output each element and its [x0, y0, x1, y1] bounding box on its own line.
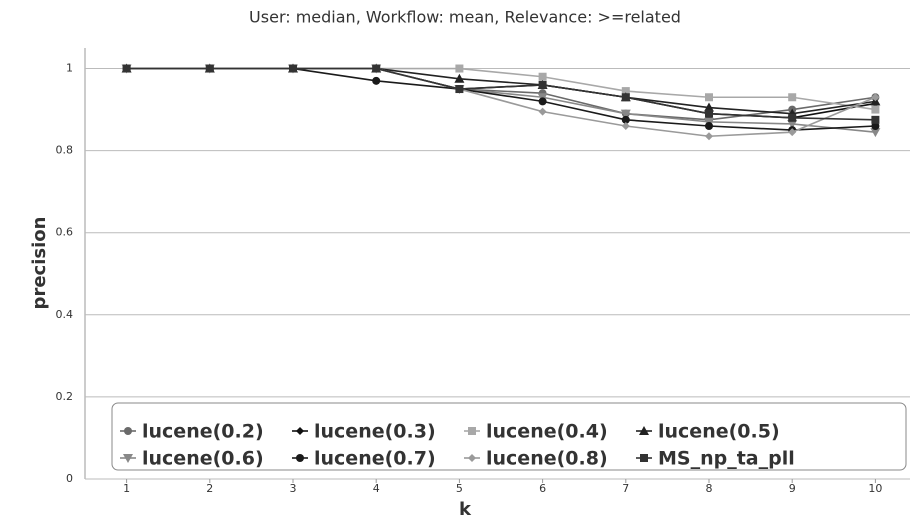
legend-marker — [639, 426, 649, 435]
legend-marker — [124, 427, 132, 435]
x-tick-label: 6 — [539, 482, 546, 495]
x-tick-label: 7 — [622, 482, 629, 495]
legend-label: lucene(0.4) — [486, 421, 608, 443]
y-tick-label: 0 — [66, 472, 73, 485]
legend-marker — [468, 427, 476, 435]
chart-title: User: median, Workflow: mean, Relevance:… — [249, 8, 681, 27]
marker — [787, 119, 798, 129]
marker — [871, 115, 880, 124]
x-tick-label: 1 — [123, 482, 130, 495]
legend-marker — [123, 454, 133, 463]
y-tick-label: 1 — [66, 62, 73, 75]
x-tick-label: 3 — [290, 482, 297, 495]
marker — [871, 93, 880, 102]
y-tick-label: 0.4 — [56, 308, 74, 321]
y-tick-label: 0.2 — [56, 390, 74, 403]
marker — [871, 121, 880, 130]
marker — [705, 121, 713, 130]
series-line — [126, 67, 876, 138]
marker — [788, 93, 797, 102]
legend-label: lucene(0.3) — [314, 421, 436, 443]
legend-label: lucene(0.6) — [142, 448, 264, 470]
marker — [621, 121, 630, 130]
marker — [455, 85, 464, 94]
marker — [538, 97, 547, 106]
y-tick-label: 0.6 — [56, 226, 74, 239]
x-tick-label: 5 — [456, 482, 463, 495]
legend-box — [111, 402, 907, 471]
series-line — [126, 67, 876, 121]
marker — [788, 113, 797, 122]
series-line — [126, 67, 876, 131]
legend-marker — [296, 427, 304, 435]
marker — [705, 109, 713, 118]
marker — [621, 87, 630, 96]
legend-marker — [468, 454, 476, 462]
marker — [538, 72, 547, 81]
marker — [205, 64, 214, 73]
y-axis-label: precision — [29, 217, 50, 310]
legend-label: lucene(0.8) — [486, 448, 608, 470]
legend-label: lucene(0.5) — [658, 421, 780, 443]
marker — [870, 128, 881, 138]
marker — [455, 64, 464, 73]
x-tick-label: 10 — [868, 482, 882, 495]
marker — [705, 132, 713, 141]
marker — [621, 115, 630, 124]
marker — [788, 128, 797, 137]
marker — [289, 64, 297, 73]
x-tick-label: 9 — [789, 482, 796, 495]
marker — [705, 93, 713, 102]
x-tick-label: 8 — [706, 482, 713, 495]
x-tick-label: 4 — [373, 482, 380, 495]
series-line — [126, 67, 876, 111]
legend-marker — [640, 454, 648, 462]
legend-label: lucene(0.2) — [142, 421, 264, 443]
marker — [538, 80, 547, 89]
marker — [454, 73, 465, 83]
x-tick-label: 2 — [206, 482, 213, 495]
marker — [704, 102, 714, 112]
marker — [620, 109, 631, 119]
marker — [871, 105, 880, 114]
marker — [122, 64, 131, 73]
y-tick-label: 0.8 — [56, 144, 74, 157]
legend-label: lucene(0.7) — [314, 448, 436, 470]
marker — [372, 76, 381, 85]
legend-marker — [296, 454, 304, 462]
legend-label: MS_np_ta_pll — [658, 448, 795, 470]
marker — [621, 93, 630, 102]
marker — [538, 107, 547, 116]
x-axis-label: k — [459, 499, 472, 520]
marker — [372, 64, 381, 73]
